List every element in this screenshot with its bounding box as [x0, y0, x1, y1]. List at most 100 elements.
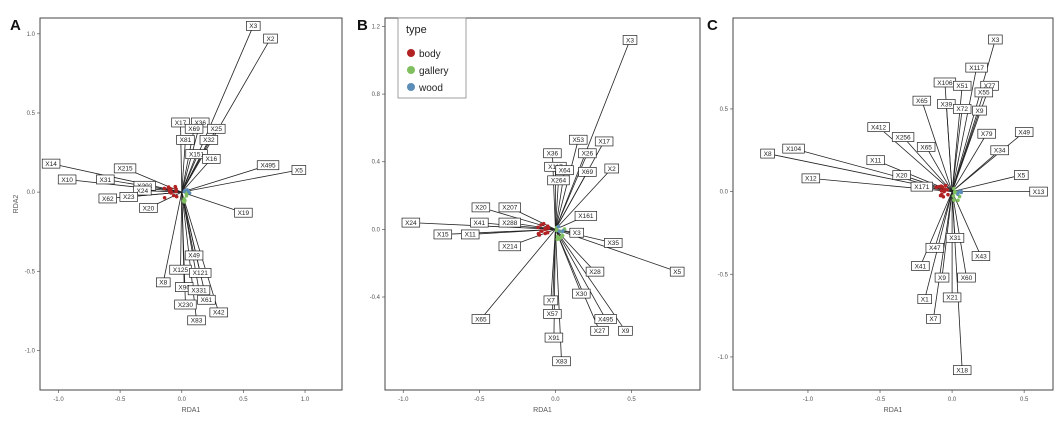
site-point-body [166, 186, 171, 190]
x-axis-title: RDA1 [884, 407, 903, 414]
vector-label-box [202, 154, 221, 164]
vector-label-box [937, 99, 956, 109]
vector-label-box [590, 325, 609, 336]
vector-arrow-x43 [951, 191, 982, 257]
vector-arrow-x91 [553, 229, 556, 338]
x-tick-label: 0.5 [1020, 397, 1029, 403]
vector-arrow-x264 [555, 180, 559, 230]
vector-label: X51 [956, 83, 968, 90]
vector-label: X207 [502, 205, 518, 212]
site-point-body [943, 183, 948, 188]
vector-arrow-x34 [951, 149, 1000, 192]
site-point-body [937, 184, 942, 189]
vector-label-box [917, 294, 932, 304]
panel-C: C -1.0 -0.5 0.0 0.5 -1.0 -0.5 0.0 0.5 RDA1 X3 X117 X… [707, 17, 1048, 414]
vector-label-box [470, 217, 489, 228]
vector-arrow-x41 [920, 191, 953, 267]
vector-label-box [245, 21, 261, 31]
vector-arrow-x26 [555, 153, 588, 230]
y-tick-label: -1.0 [25, 348, 36, 354]
site-point-body [174, 189, 178, 194]
vector-label: X412 [871, 124, 887, 131]
x-tick-label: 0.0 [178, 397, 187, 403]
vector-label-box [544, 332, 564, 343]
vector-label: X41 [915, 263, 927, 270]
vector-label: X125 [173, 267, 189, 274]
vector-label-box [867, 122, 890, 132]
site-point-gallery [951, 194, 956, 198]
vector-label-box [912, 95, 932, 106]
vector-label-box [926, 314, 941, 324]
vector-arrow-x412 [878, 126, 953, 192]
vector-label-box [760, 148, 775, 159]
vector-label: X13 [1033, 189, 1045, 196]
site-point-wood [557, 229, 561, 233]
vector-label-box [184, 123, 204, 134]
site-point-gallery [956, 198, 960, 203]
vector-label-box [199, 135, 219, 145]
vector-label: X49 [188, 253, 200, 260]
y-tick-label: 0.0 [720, 190, 729, 196]
vector-arrow-x65 [480, 229, 556, 320]
y-tick-label: 0.8 [372, 92, 381, 98]
vector-label: X81 [180, 137, 192, 144]
site-points [162, 184, 192, 204]
y-tick-label: -0.5 [25, 269, 36, 275]
vector-label-box [189, 268, 212, 278]
vector-label: X3 [626, 37, 634, 44]
y-tick-label: 0.5 [27, 111, 36, 117]
vector-label: X256 [895, 134, 911, 141]
vector-arrow-x16 [181, 158, 212, 193]
vector-arrow-x39 [945, 103, 953, 192]
vector-label: X264 [551, 178, 567, 185]
vector-label: X1 [921, 296, 929, 303]
site-points [536, 221, 567, 242]
vector-arrow-x18 [951, 191, 963, 371]
y-tick-label: 1.2 [372, 24, 381, 30]
site-point-body [940, 185, 945, 189]
vector-label-box [498, 217, 521, 228]
vector-label: X90 [178, 284, 190, 291]
x-axis-title: RDA1 [533, 407, 552, 414]
vector-label: X7 [929, 316, 937, 323]
site-point-gallery [554, 228, 559, 233]
vector-arrow-x2 [181, 38, 271, 193]
vector-label: X214 [502, 244, 518, 251]
site-point-gallery [555, 234, 560, 239]
vector-label-box [187, 315, 206, 326]
vector-label-box [594, 136, 614, 147]
x-tick-label: 0.0 [551, 397, 560, 403]
vector-arrow-x10 [67, 179, 182, 193]
vector-label: X69 [188, 126, 200, 133]
vector-arrow-x495 [181, 164, 269, 193]
vector-label: X31 [100, 177, 112, 184]
vector-label: X10 [61, 177, 73, 184]
legend-label-gallery: gallery [419, 66, 448, 77]
vector-label: X49 [1018, 129, 1030, 136]
vector-arrow-x69 [555, 171, 588, 230]
legend-swatch-body [407, 49, 415, 57]
vector-label-box [96, 174, 115, 185]
site-point-body [173, 184, 178, 189]
vector-label: X7 [547, 298, 555, 305]
vector-label: X19 [238, 210, 250, 217]
vector-label: X3 [991, 37, 999, 44]
vector-label-box [547, 175, 570, 186]
y-tick-label: 0.0 [372, 227, 381, 233]
vector-label-box [988, 34, 1003, 45]
vector-label-box [461, 229, 480, 240]
vector-label: X36 [547, 151, 559, 158]
vector-label-box [555, 165, 574, 176]
vector-label-box [910, 181, 933, 192]
legend-label-body: body [419, 49, 441, 60]
vector-label: X39 [941, 101, 953, 108]
vector-label: X36 [194, 120, 206, 127]
vector-arrow-x3 [951, 39, 996, 192]
site-point-wood [561, 229, 565, 234]
vector-label-box [965, 62, 988, 73]
vector-label-box [498, 241, 521, 252]
vector-label: X16 [206, 156, 218, 163]
vector-label: X24 [405, 220, 417, 227]
y-tick-label: -1.0 [718, 355, 729, 361]
